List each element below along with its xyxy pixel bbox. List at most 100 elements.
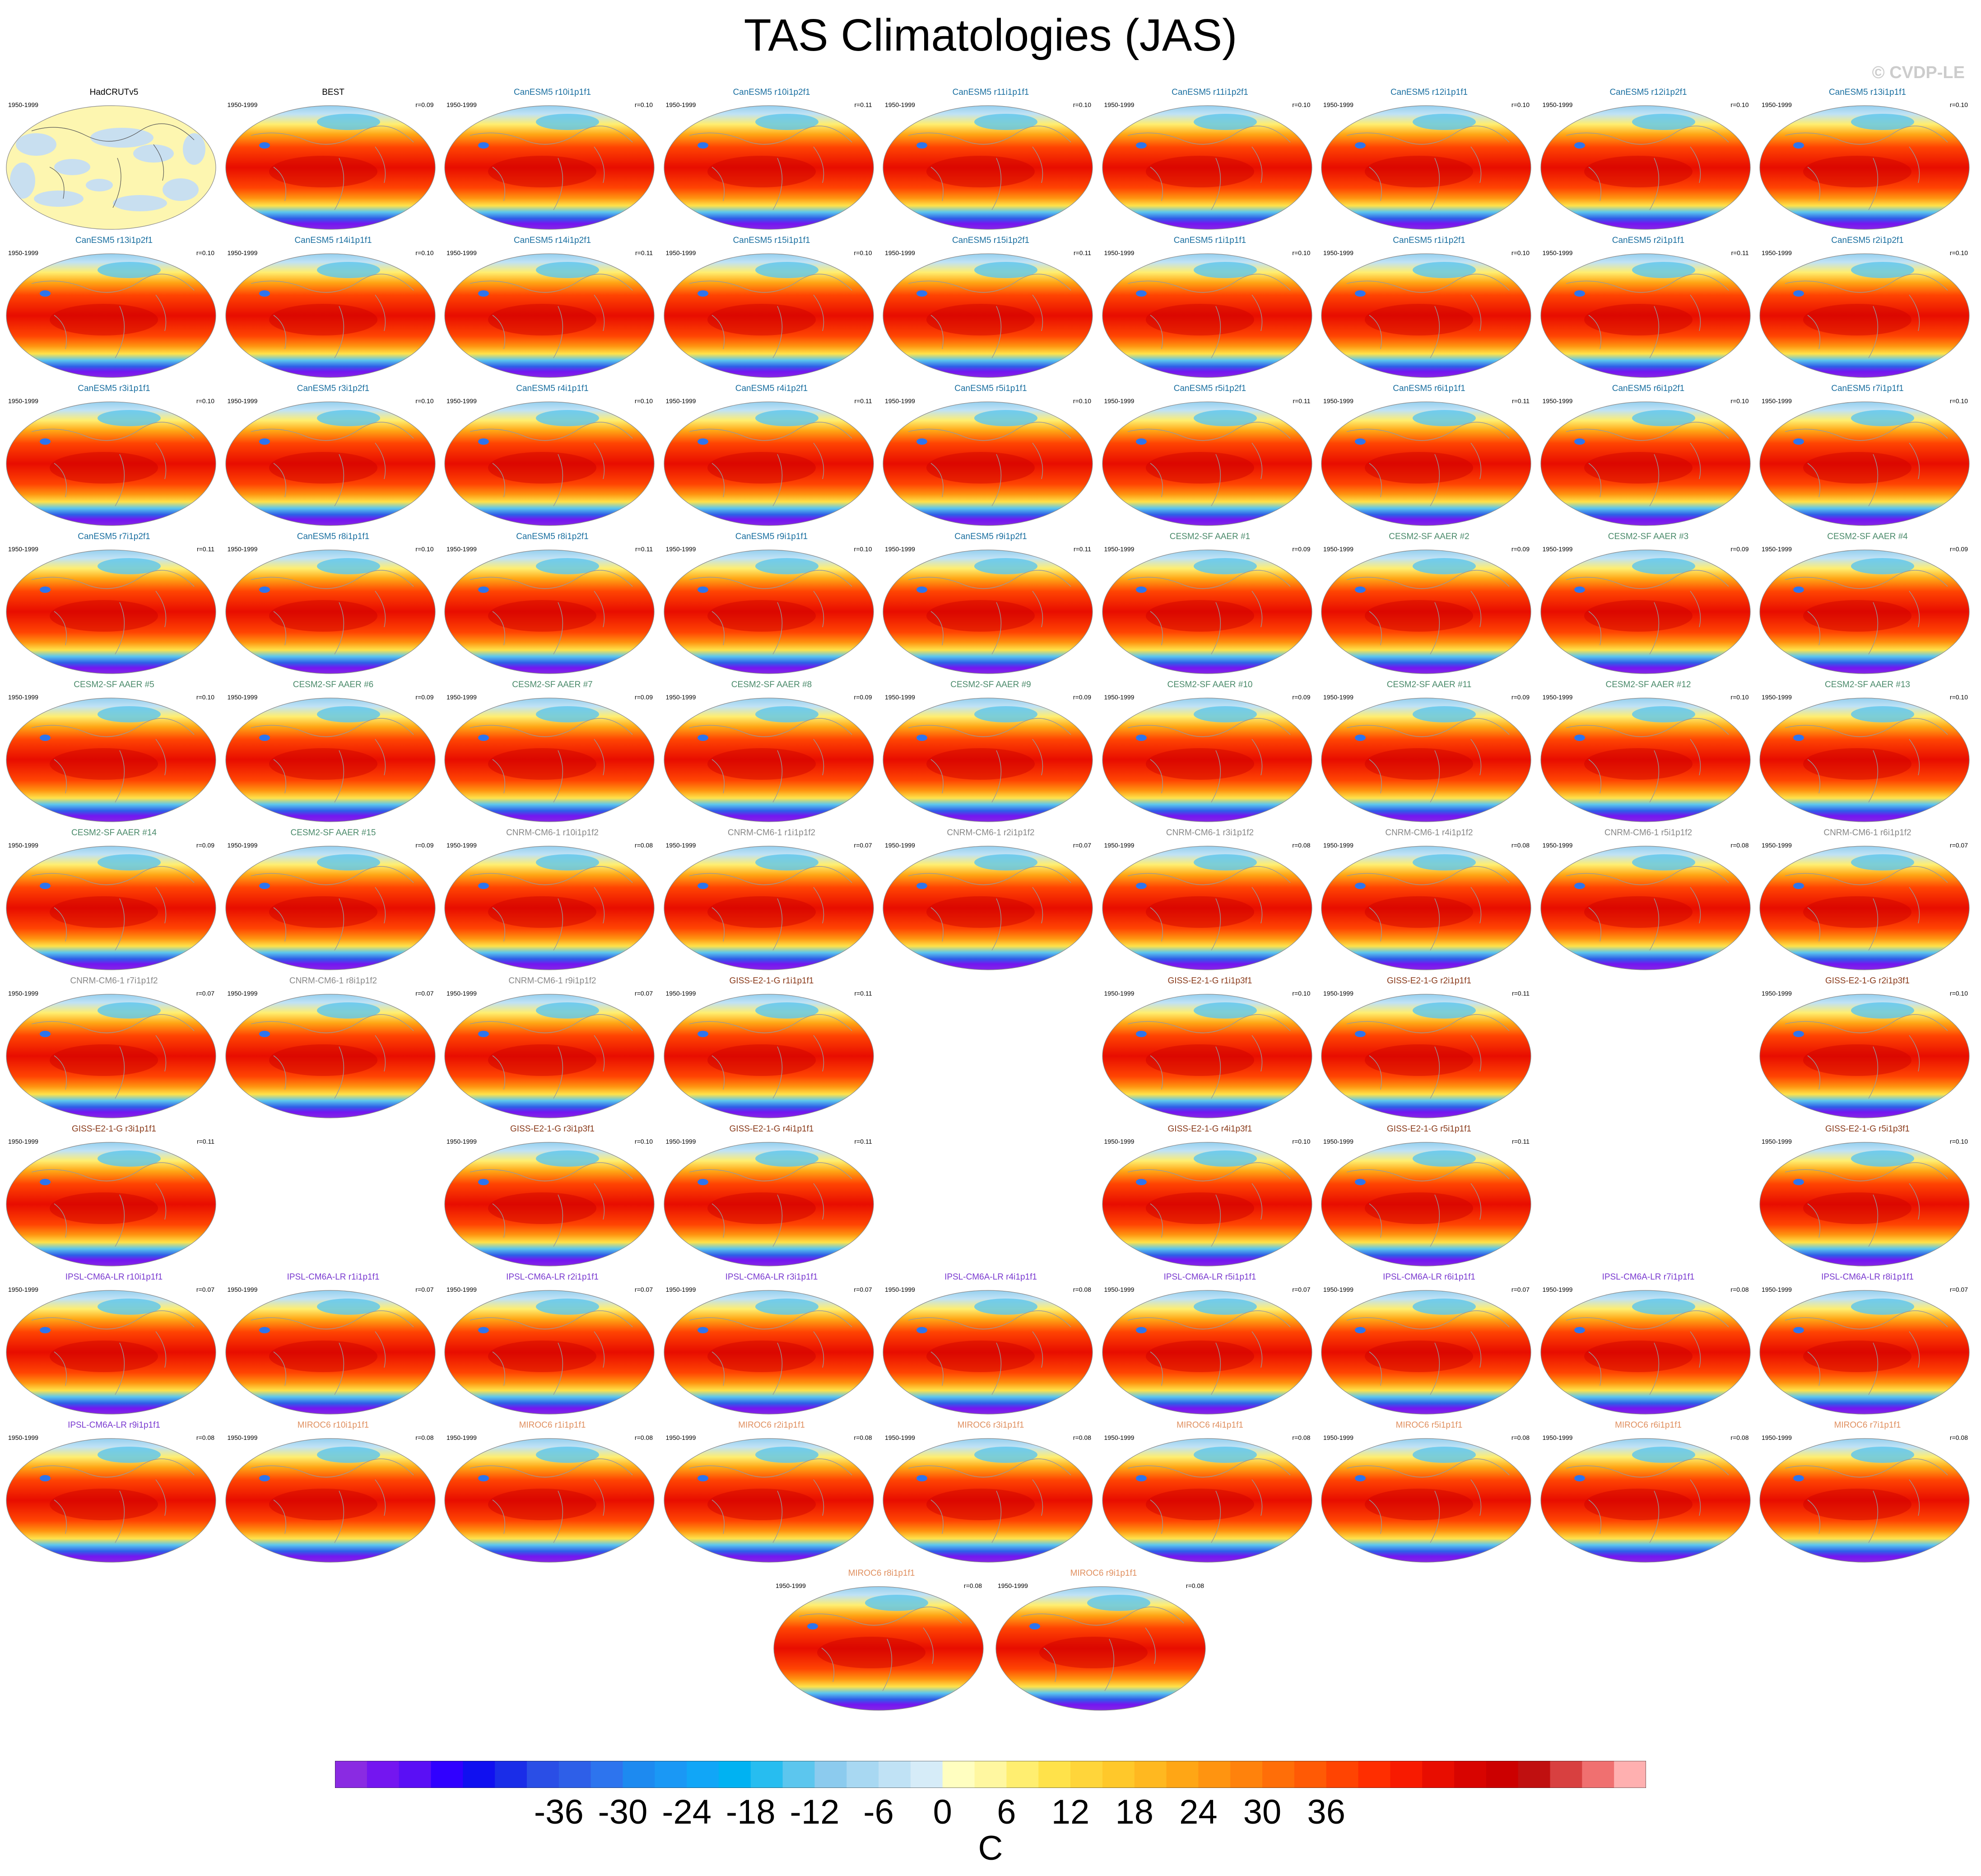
robinson-map [444,549,655,674]
map-panel: GISS-E2-1-G r4i1p3f1 1950-1999 r=0.10 [1101,1122,1320,1267]
robinson-map [1102,401,1312,526]
panel-period: 1950-1999 [8,397,38,405]
map-panel: CanESM5 r4i1p2f1 1950-1999 r=0.11 [662,382,881,526]
panel-period: 1950-1999 [446,249,477,256]
robinson-map [1321,1290,1531,1415]
panel-title: CanESM5 r1i1p2f1 [1393,236,1465,245]
map-panel: IPSL-CM6A-LR r3i1p1f1 1950-1999 r=0.07 [662,1271,881,1415]
robinson-map [663,253,874,378]
panel-period: 1950-1999 [1762,1138,1792,1145]
colorbar-tick-label: -18 [725,1793,776,1831]
map-panel: MIROC6 r7i1p1f1 1950-1999 r=0.08 [1758,1419,1977,1563]
panel-title: CESM2-SF AAER #5 [74,680,154,689]
colorbar-tick-label: -12 [790,1793,840,1831]
robinson-map [1759,253,1970,378]
panel-pattern-correlation: r=0.08 [634,1434,653,1441]
panel-period: 1950-1999 [665,249,696,256]
panel-period: 1950-1999 [1762,990,1792,997]
map-panel: CESM2-SF AAER #12 1950-1999 r=0.10 [1539,678,1758,823]
panel-period: 1950-1999 [446,101,477,108]
panel-period: 1950-1999 [1762,842,1792,849]
panel-title: CESM2-SF AAER #13 [1824,680,1911,689]
panel-period: 1950-1999 [1542,1434,1573,1441]
map-panel: CNRM-CM6-1 r10i1p1f2 1950-1999 r=0.08 [443,826,662,971]
panel-title: HadCRUTv5 [89,88,139,97]
map-panel: CNRM-CM6-1 r2i1p1f2 1950-1999 r=0.07 [881,826,1100,971]
colorbar-swatch [591,1761,623,1788]
panel-period: 1950-1999 [998,1582,1028,1589]
colorbar-swatch [750,1761,783,1788]
panel-title: CNRM-CM6-1 r9i1p1f2 [508,976,596,986]
panel-period: 1950-1999 [1542,694,1573,701]
colorbar-swatch [1262,1761,1295,1788]
panel-title: GISS-E2-1-G r5i1p3f1 [1825,1124,1910,1134]
map-panel: MIROC6 r5i1p1f1 1950-1999 r=0.08 [1320,1419,1539,1563]
map-panel: IPSL-CM6A-LR r10i1p1f1 1950-1999 r=0.07 [5,1271,223,1415]
map-panel: IPSL-CM6A-LR r1i1p1f1 1950-1999 r=0.07 [224,1271,443,1415]
robinson-map [1540,1290,1751,1415]
panel-pattern-correlation: r=0.11 [635,249,653,256]
panel-grid: HadCRUTv5 1950-1999 BEST 1950-1999 r=0.09 Can… [5,86,1977,1711]
panel-title: IPSL-CM6A-LR r8i1p1f1 [1821,1272,1914,1282]
panel-title: CanESM5 r8i1p1f1 [297,532,370,541]
robinson-map [1321,1438,1531,1563]
colorbar-swatch [335,1761,367,1788]
panel-period: 1950-1999 [227,990,258,997]
panel-pattern-correlation: r=0.09 [1292,694,1311,701]
panel-pattern-correlation: r=0.10 [1292,249,1311,256]
panel-pattern-correlation: r=0.07 [1073,842,1091,849]
colorbar-swatch [1294,1761,1327,1788]
robinson-map [883,549,1093,674]
panel-pattern-correlation: r=0.11 [196,545,214,553]
colorbar-swatch [1326,1761,1359,1788]
panel-pattern-correlation: r=0.11 [1073,249,1091,256]
panel-title: IPSL-CM6A-LR r4i1p1f1 [944,1272,1037,1282]
panel-title: CanESM5 r3i1p2f1 [297,384,370,393]
map-panel: IPSL-CM6A-LR r6i1p1f1 1950-1999 r=0.07 [1320,1271,1539,1415]
panel-title: CESM2-SF AAER #11 [1386,680,1472,689]
colorbar-tick-label: -24 [662,1793,712,1831]
panel-title: IPSL-CM6A-LR r3i1p1f1 [725,1272,818,1282]
panel-period: 1950-1999 [227,101,258,108]
panel-period: 1950-1999 [1104,1434,1135,1441]
map-panel: CanESM5 r5i1p1f1 1950-1999 r=0.10 [881,382,1100,526]
panel-period: 1950-1999 [227,1286,258,1293]
robinson-map [6,994,216,1118]
panel-period: 1950-1999 [446,842,477,849]
panel-pattern-correlation: r=0.10 [1730,397,1749,405]
robinson-map [1321,401,1531,526]
robinson-map [883,105,1093,230]
robinson-map [1540,401,1751,526]
map-panel: CESM2-SF AAER #5 1950-1999 r=0.10 [5,678,223,823]
robinson-map [663,401,874,526]
panel-period: 1950-1999 [665,101,696,108]
panel-title: CanESM5 r15i1p2f1 [952,236,1030,245]
panel-pattern-correlation: r=0.10 [854,249,872,256]
panel-period: 1950-1999 [446,694,477,701]
panel-title: CNRM-CM6-1 r4i1p1f2 [1385,828,1473,838]
panel-period: 1950-1999 [1323,694,1353,701]
map-panel: GISS-E2-1-G r5i1p1f1 1950-1999 r=0.11 [1320,1122,1539,1267]
panel-pattern-correlation: r=0.07 [415,1286,434,1293]
panel-pattern-correlation: r=0.09 [1511,694,1530,701]
panel-period: 1950-1999 [885,397,915,405]
panel-title: MIROC6 r9i1p1f1 [1070,1569,1137,1578]
colorbar-swatch [814,1761,847,1788]
map-panel: CanESM5 r2i1p2f1 1950-1999 r=0.10 [1758,234,1977,378]
panel-period: 1950-1999 [1323,990,1353,997]
panel-period: 1950-1999 [665,397,696,405]
panel-pattern-correlation: r=0.09 [415,101,434,108]
panel-title: IPSL-CM6A-LR r5i1p1f1 [1163,1272,1256,1282]
map-panel: CanESM5 r11i1p2f1 1950-1999 r=0.10 [1101,86,1320,230]
map-panel: CESM2-SF AAER #15 1950-1999 r=0.09 [224,826,443,971]
panel-period: 1950-1999 [1323,397,1353,405]
robinson-map [1102,1290,1312,1415]
robinson-map [6,105,216,230]
robinson-map [225,401,436,526]
panel-period: 1950-1999 [1323,249,1353,256]
panel-pattern-correlation: r=0.08 [415,1434,434,1441]
robinson-map [1102,105,1312,230]
panel-pattern-correlation: r=0.09 [1292,545,1311,553]
robinson-map [1759,1290,1970,1415]
panel-title: CanESM5 r14i1p1f1 [294,236,372,245]
